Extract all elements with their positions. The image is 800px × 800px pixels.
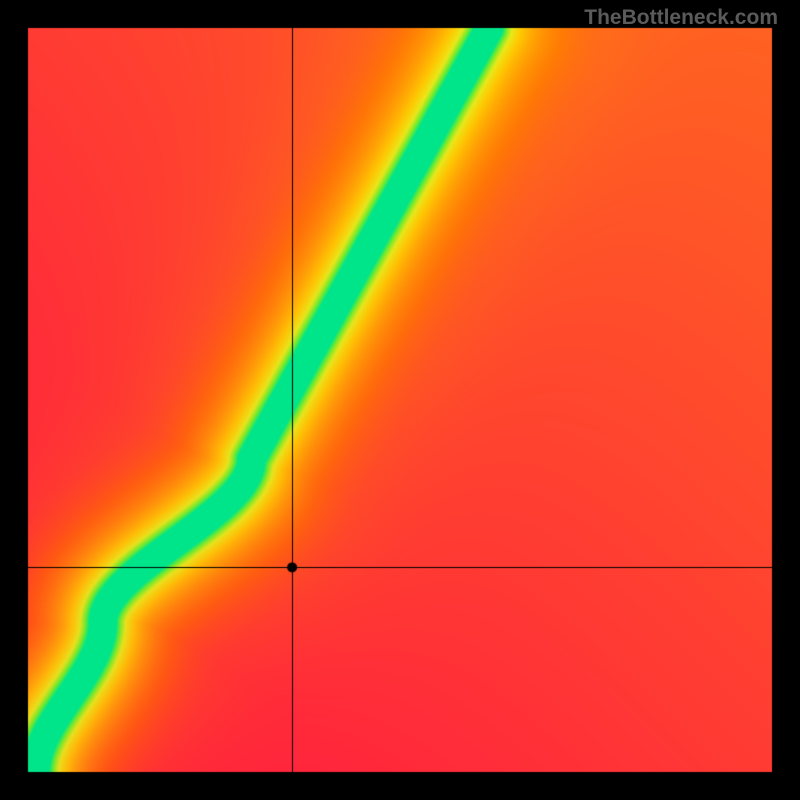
bottleneck-heatmap bbox=[0, 0, 800, 800]
attribution-text: TheBottleneck.com bbox=[584, 6, 778, 30]
